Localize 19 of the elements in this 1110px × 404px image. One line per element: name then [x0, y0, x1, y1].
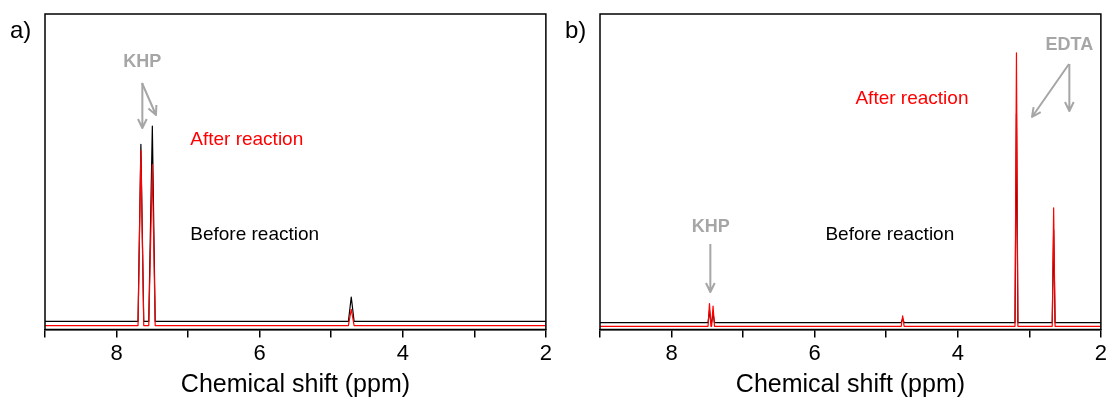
- chart-title: b): [565, 16, 587, 44]
- x-tick-label: 8: [110, 339, 123, 365]
- x-tick-label: 8: [665, 339, 678, 365]
- text: After reaction: [855, 87, 969, 109]
- x-tick-label: 2: [1094, 339, 1108, 365]
- annotation: EDTA: [1045, 33, 1094, 54]
- text: Before reaction: [825, 223, 955, 245]
- x-tick-label: 6: [253, 339, 266, 365]
- x-tick-label: 4: [951, 339, 964, 365]
- chart-title: a): [10, 16, 32, 44]
- text: KHP: [123, 51, 162, 72]
- x-axis-title: Chemical shift (ppm): [180, 368, 411, 397]
- x-tick-label: 2: [539, 339, 553, 365]
- series-label: Before reaction: [190, 223, 320, 245]
- text: After reaction: [190, 128, 304, 150]
- annotation: KHP: [691, 216, 730, 236]
- x-axis-title: Chemical shift (ppm): [735, 368, 966, 397]
- x-tick-label: 6: [808, 339, 821, 365]
- x-tick-label: 4: [396, 339, 409, 365]
